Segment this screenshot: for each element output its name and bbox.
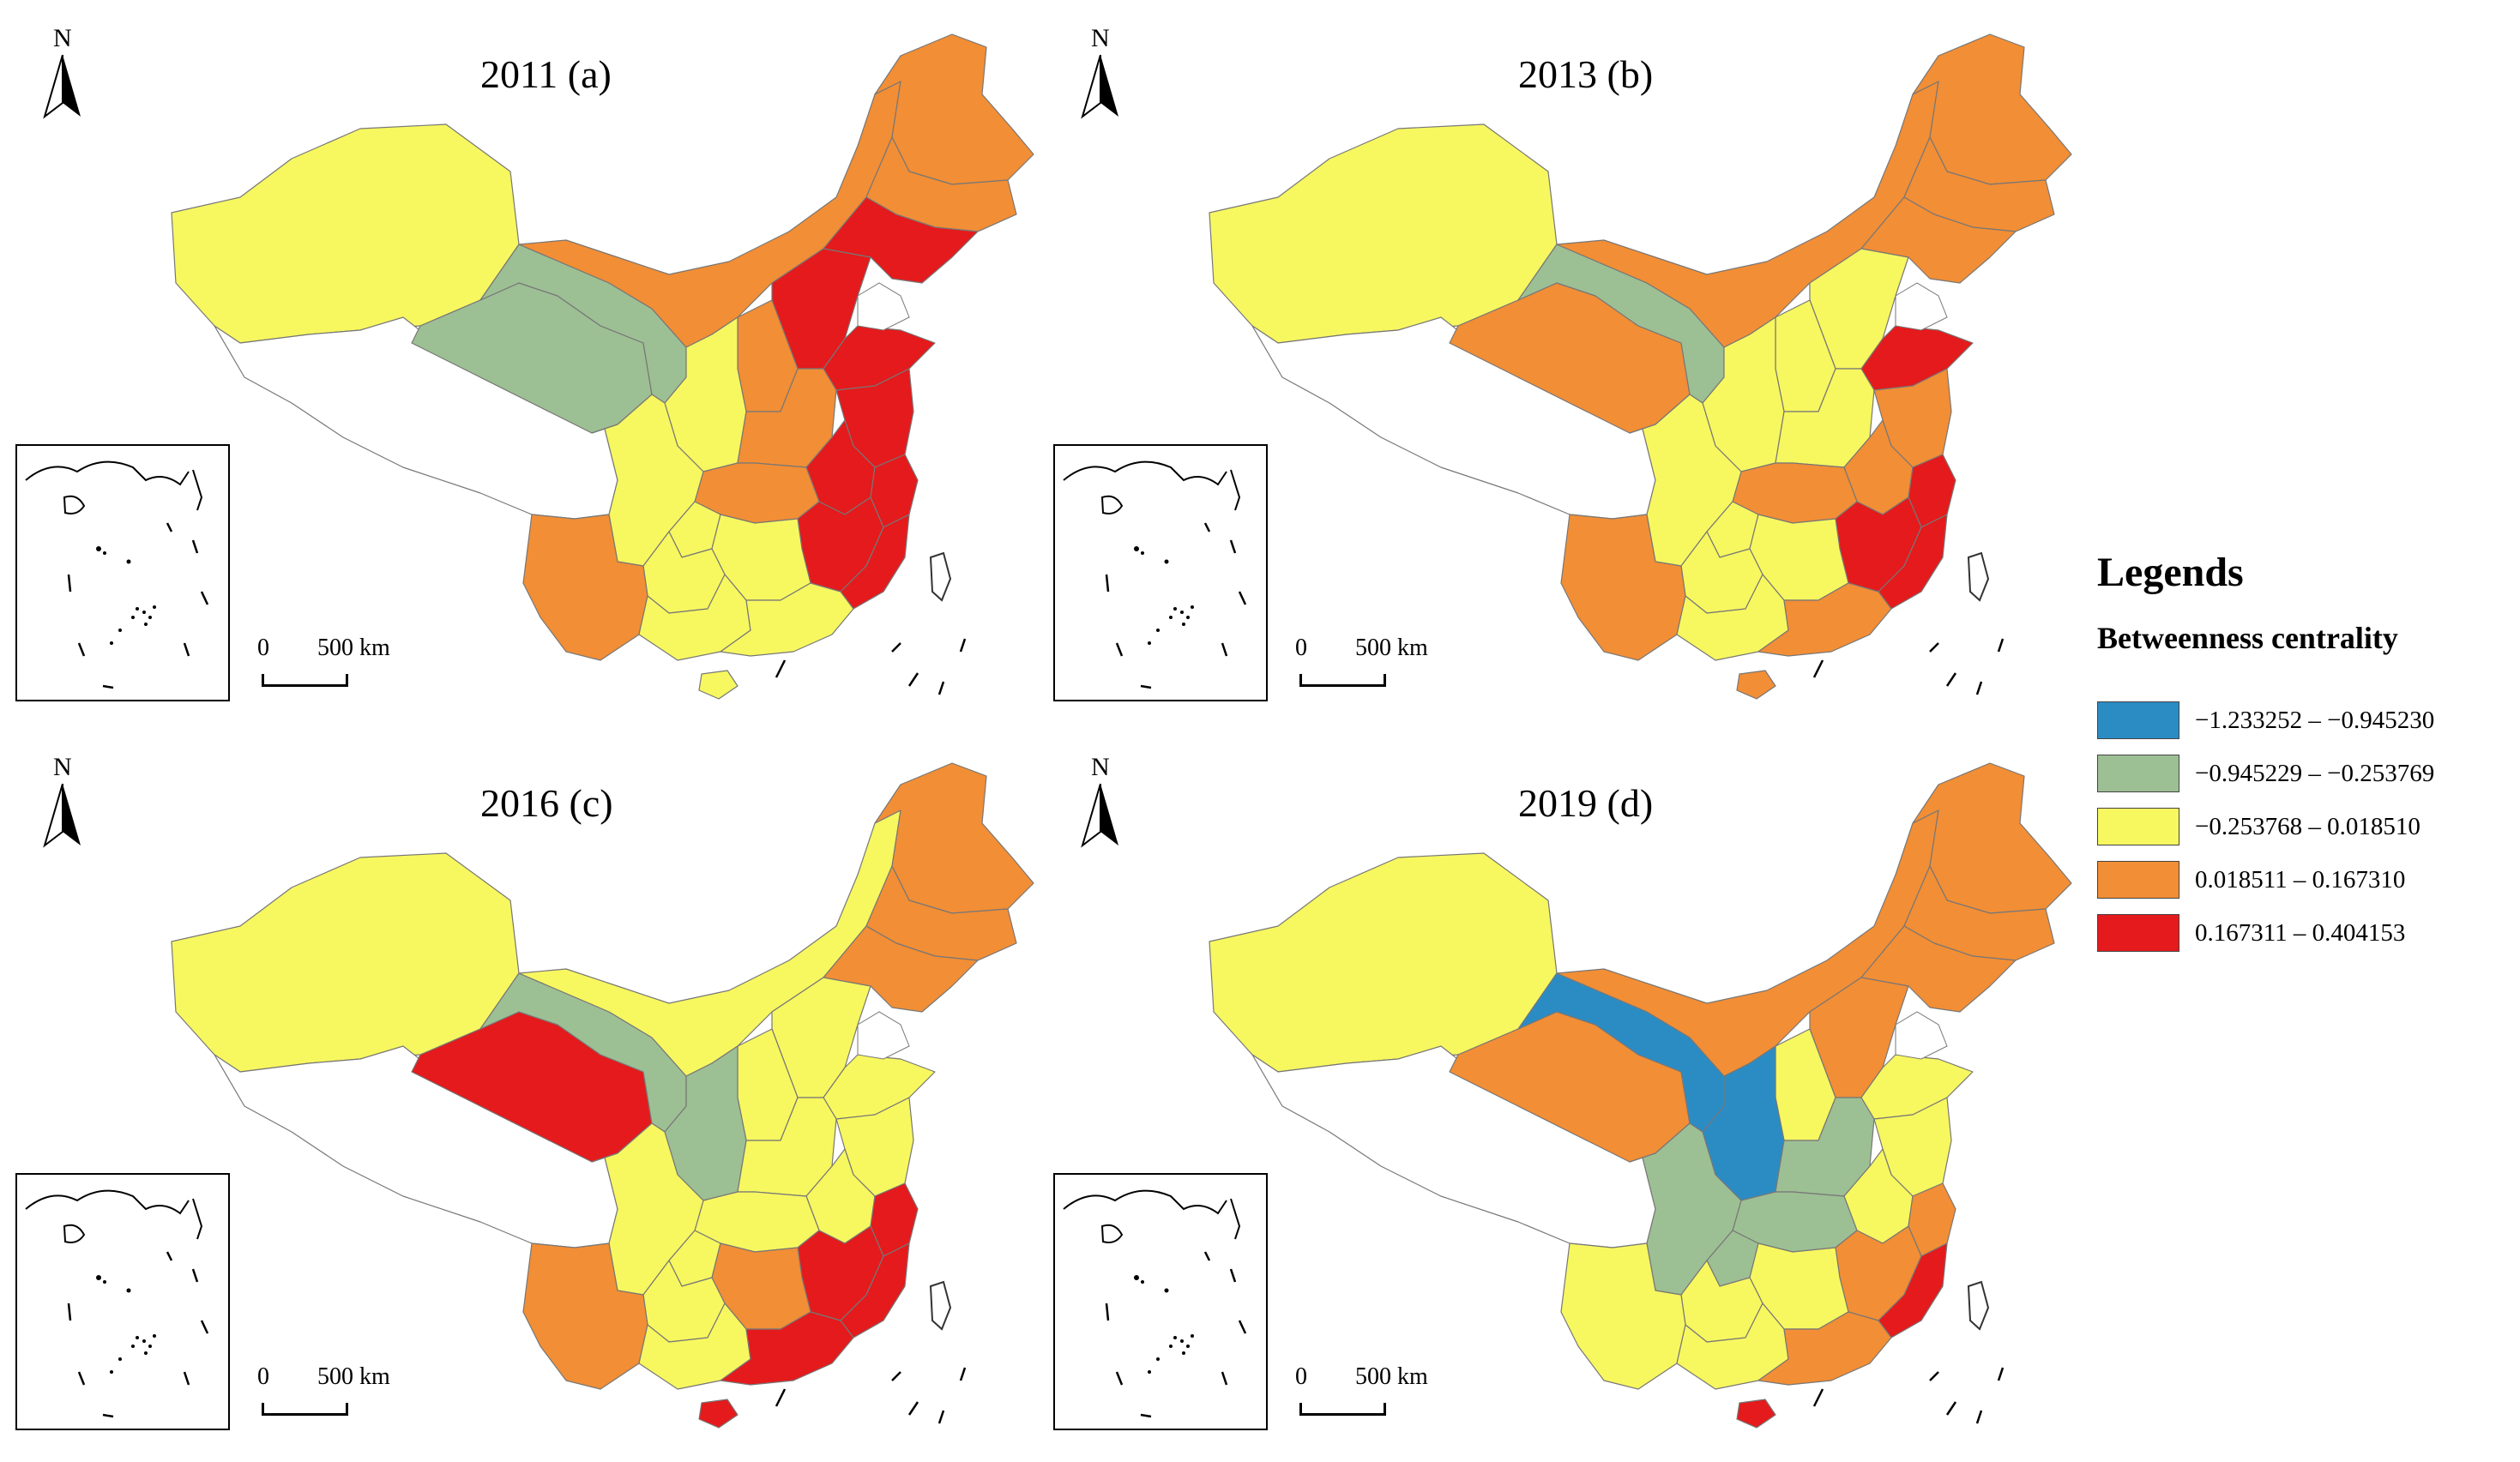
inset-map — [1063, 1189, 1247, 1418]
inset-map — [25, 1189, 209, 1418]
map-panel-1: 2011 (a) N — [0, 0, 1034, 703]
scale-distance-label: 500 km — [317, 635, 390, 661]
legend-swatch — [2097, 701, 2179, 739]
scale-bar-line — [1299, 674, 1386, 687]
china-province-map — [1209, 33, 2072, 700]
north-arrow: N — [43, 24, 82, 119]
north-label: N — [53, 753, 72, 781]
scale-bar-line — [262, 1403, 348, 1416]
legend-label: −1.233252 – −0.945230 — [2195, 706, 2435, 734]
legend-item: −1.233252 – −0.945230 — [2097, 694, 2517, 747]
scale-bar: 0 500 km — [257, 1363, 390, 1423]
scale-bar: 0 500 km — [257, 635, 390, 695]
inset-map — [1063, 460, 1247, 689]
china-province-map — [171, 762, 1034, 1429]
scale-zero-label: 0 — [257, 635, 269, 661]
panel-title: 2016 (c) — [480, 781, 613, 825]
legend-title: Legends — [2097, 550, 2244, 595]
scale-distance-label: 500 km — [1355, 635, 1428, 661]
scale-bar: 0 500 km — [1295, 635, 1428, 695]
legend-item: 0.167311 – 0.404153 — [2097, 906, 2517, 960]
north-arrow: N — [43, 753, 82, 848]
province-guangdong — [1757, 1311, 1892, 1386]
panel-title: 2011 (a) — [480, 52, 612, 96]
south-china-sea-inset — [15, 1173, 230, 1430]
map-panel-4: 2019 (d) N — [1038, 729, 2072, 1432]
legend-swatch — [2097, 755, 2179, 792]
north-arrow-icon — [1081, 55, 1118, 119]
north-arrow-icon — [1081, 784, 1118, 848]
province-guangdong — [720, 582, 854, 657]
province-guangdong — [1757, 582, 1892, 657]
map-panel-2: 2013 (b) N — [1038, 0, 2072, 703]
scale-bar: 0 500 km — [1295, 1363, 1428, 1423]
north-arrow-icon — [43, 55, 81, 119]
legend-swatch — [2097, 914, 2179, 952]
province-hainan — [698, 670, 739, 700]
legend-item: −0.253768 – 0.018510 — [2097, 800, 2517, 853]
scale-distance-label: 500 km — [1355, 1363, 1428, 1390]
scale-distance-label: 500 km — [317, 1363, 390, 1390]
north-arrow: N — [1081, 24, 1120, 119]
province-hainan — [1736, 1399, 1776, 1429]
south-china-sea-inset — [15, 444, 230, 701]
legend-items: −1.233252 – −0.945230 −0.945229 – −0.2537… — [2097, 694, 2517, 960]
legend-label: 0.167311 – 0.404153 — [2195, 918, 2406, 947]
legend: Legends Betweenness centrality −1.233252… — [2097, 549, 2517, 960]
scale-zero-label: 0 — [257, 1363, 269, 1390]
legend-label: −0.945229 – −0.253769 — [2195, 759, 2435, 787]
legend-swatch — [2097, 808, 2179, 845]
province-hainan — [1736, 670, 1776, 700]
north-arrow-icon — [43, 784, 81, 848]
north-label: N — [1091, 753, 1110, 781]
scale-bar-line — [1299, 1403, 1386, 1416]
scale-zero-label: 0 — [1295, 1363, 1307, 1390]
china-province-map — [171, 33, 1034, 700]
panel-title: 2019 (d) — [1518, 781, 1654, 825]
scale-zero-label: 0 — [1295, 635, 1307, 661]
legend-label: 0.018511 – 0.167310 — [2195, 865, 2406, 893]
north-label: N — [53, 24, 72, 52]
legend-label: −0.253768 – 0.018510 — [2195, 812, 2421, 840]
south-china-sea-inset — [1053, 444, 1268, 701]
legend-subtitle: Betweenness centrality — [2097, 621, 2398, 655]
inset-map — [25, 460, 209, 689]
province-hainan — [698, 1399, 739, 1429]
china-province-map — [1209, 762, 2072, 1429]
panel-title: 2013 (b) — [1518, 52, 1654, 96]
province-guangdong — [720, 1311, 854, 1386]
legend-item: 0.018511 – 0.167310 — [2097, 853, 2517, 906]
south-china-sea-inset — [1053, 1173, 1268, 1430]
map-panel-3: 2016 (c) N — [0, 729, 1034, 1432]
legend-item: −0.945229 – −0.253769 — [2097, 747, 2517, 800]
north-arrow: N — [1081, 753, 1120, 848]
legend-swatch — [2097, 861, 2179, 899]
north-label: N — [1091, 24, 1110, 52]
scale-bar-line — [262, 674, 348, 687]
